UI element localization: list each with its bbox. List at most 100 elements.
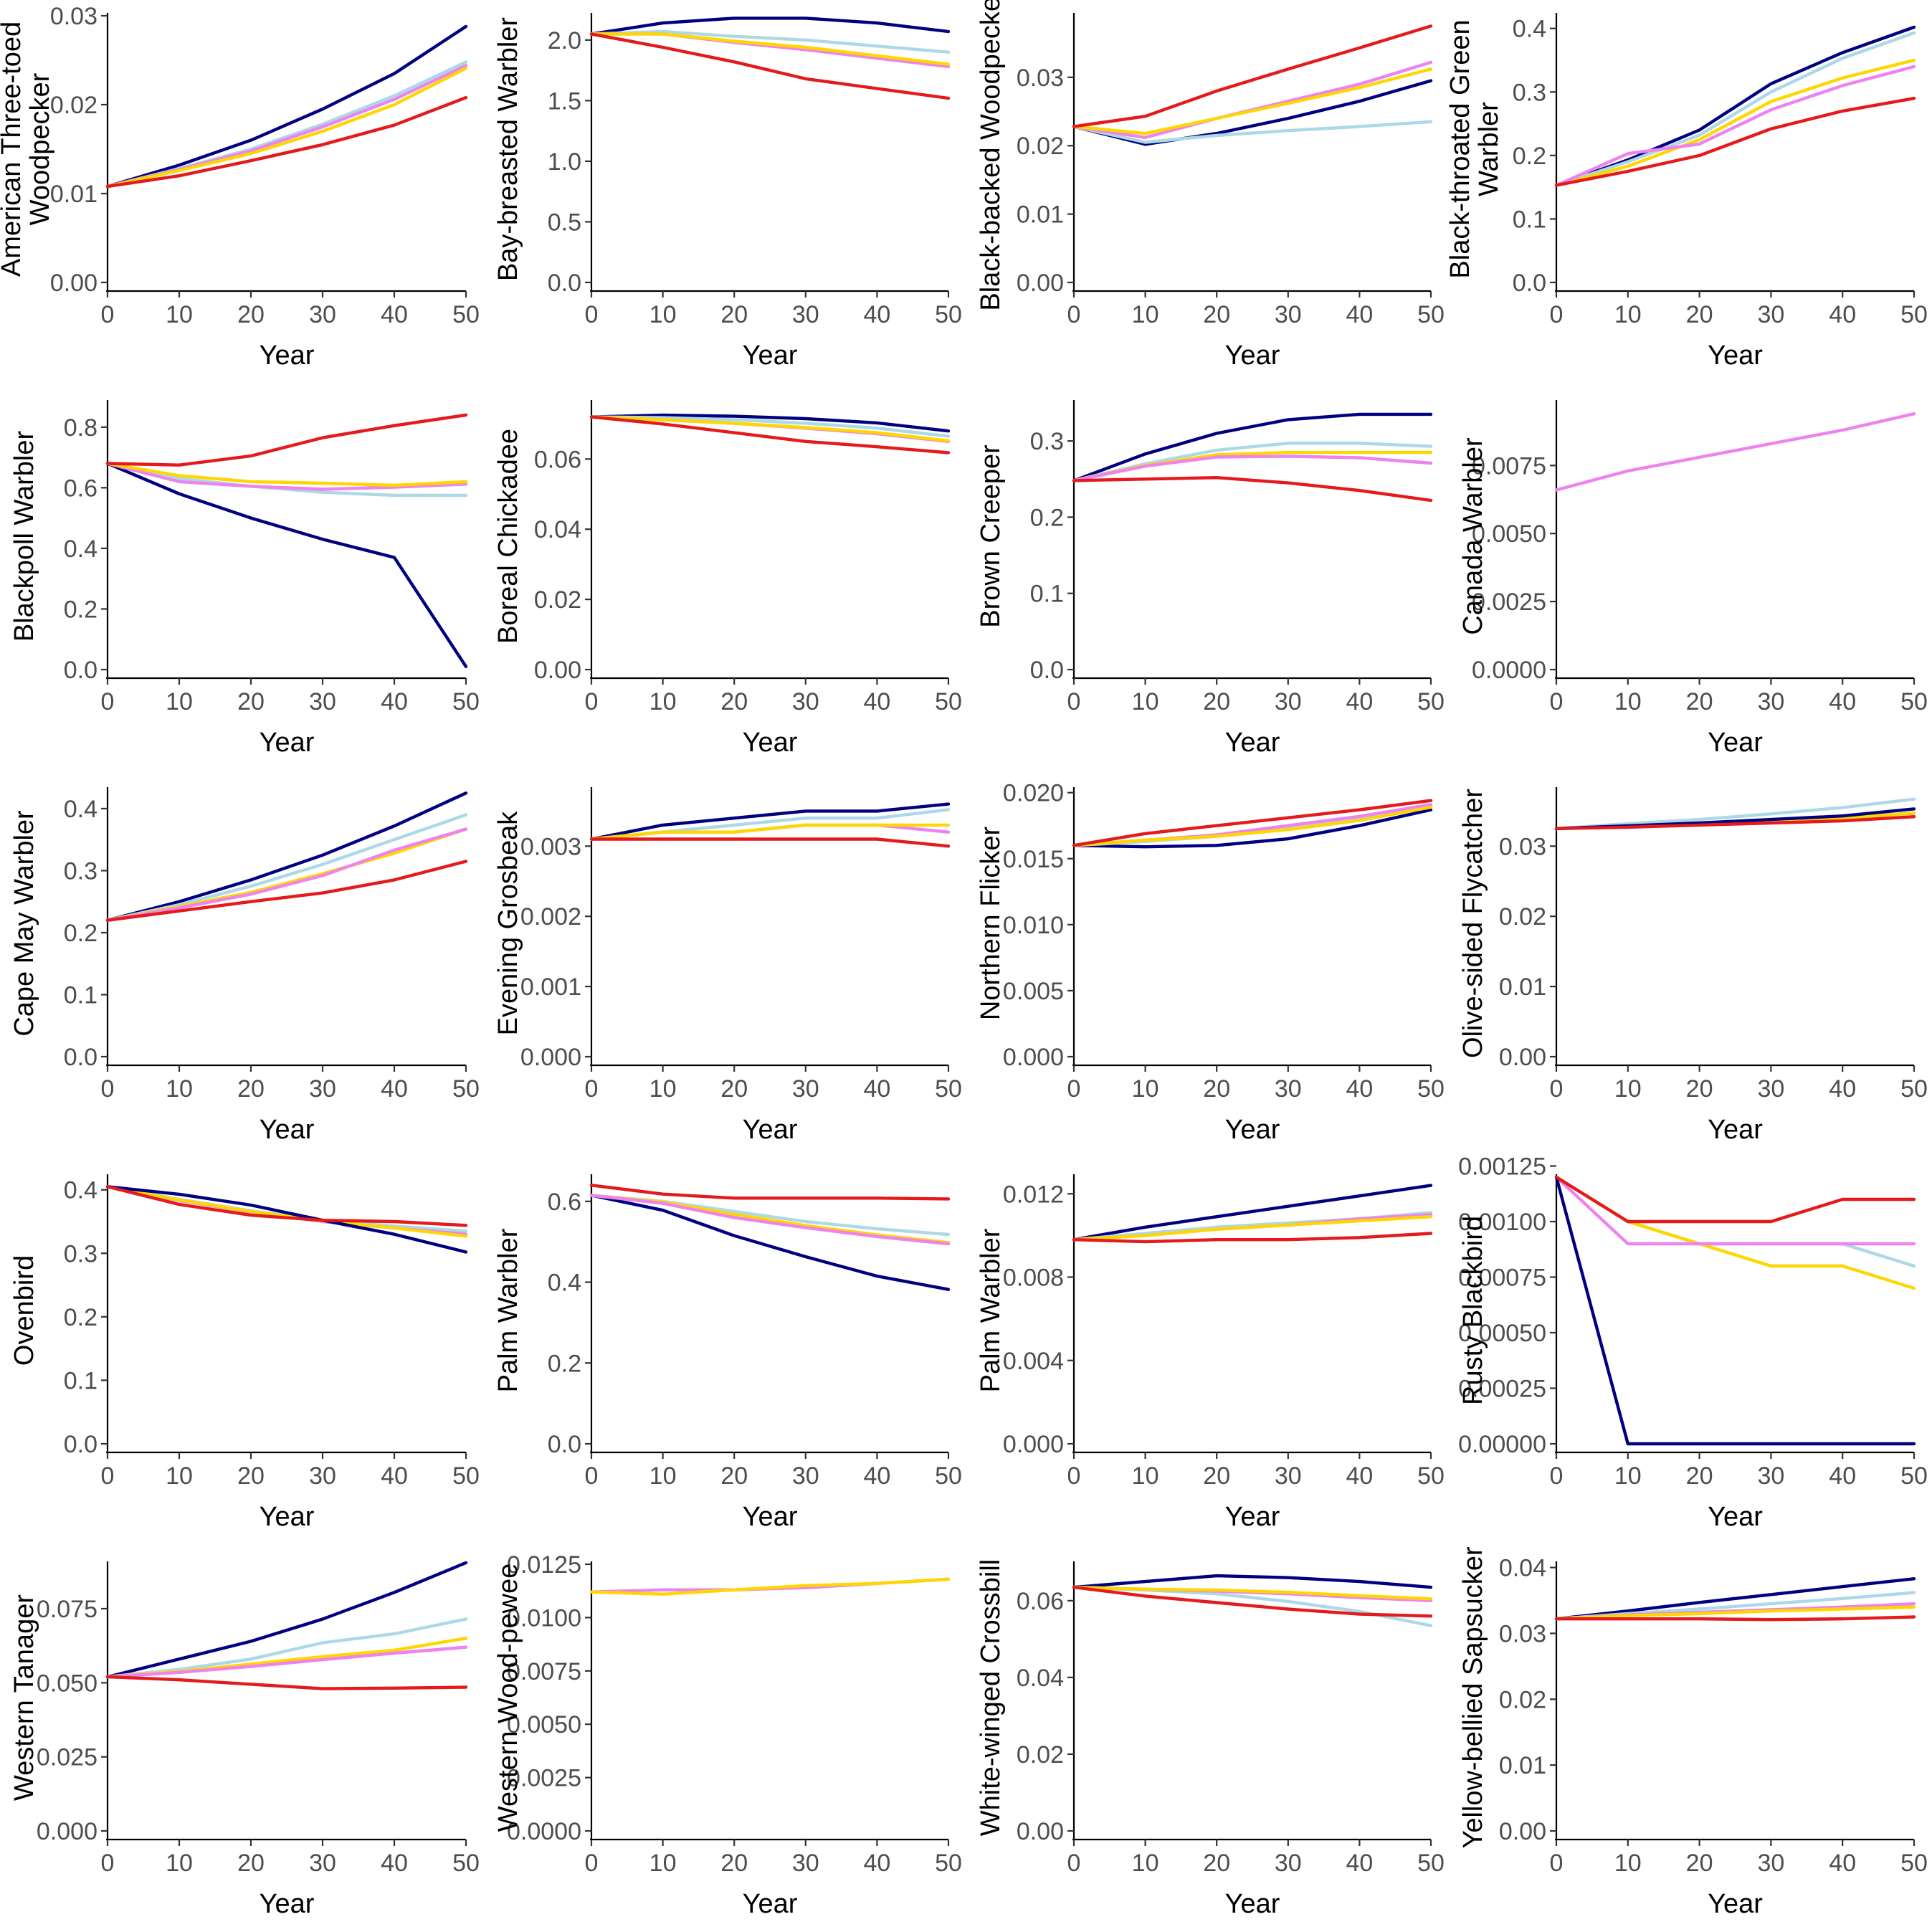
- series-line-s3: [1554, 1605, 1916, 1621]
- x-tick-label: 0: [101, 1075, 115, 1103]
- panel-7-brown-creeper: 0.0 0.1 0.2 0.3 0 10 20 30 40 50 Year Brown Creeper: [976, 400, 1445, 758]
- series-line-s5: [105, 1675, 468, 1690]
- x-tick-label: 40: [381, 1850, 408, 1877]
- series-line-s1: [1072, 79, 1433, 146]
- y-axis-title: Cape May Warbler: [9, 810, 39, 1037]
- x-tick-label: 40: [863, 301, 890, 328]
- x-axis-title: Year: [743, 728, 798, 758]
- panel-18-western-wood-pewee: 0.0000 0.0025 0.0050 0.0075 0.0100 0.0125 0 10 2…: [493, 1551, 962, 1919]
- y-tick-label: 0.003: [520, 833, 581, 860]
- x-tick-label: 30: [1757, 688, 1784, 715]
- y-tick-label: 0.0000: [1472, 657, 1546, 684]
- y-tick-label: 0.1: [1513, 206, 1546, 233]
- series-line-s5: [589, 1184, 951, 1201]
- y-axis-title: Western Tanager: [9, 1594, 39, 1801]
- y-tick-label: 1.5: [548, 87, 581, 115]
- series-line-s3: [589, 823, 951, 841]
- x-tick-label: 20: [237, 688, 265, 715]
- y-axis-title: Black-throated GreenWarbler: [1445, 19, 1504, 278]
- y-tick-label: 0.01: [50, 181, 97, 208]
- x-tick-label: 40: [1346, 1850, 1373, 1877]
- panel-13-ovenbird: 0.0 0.1 0.2 0.3 0.4 0 10 20 30 40 50 Year Ovenbird: [9, 1174, 480, 1532]
- x-tick-label: 20: [1686, 688, 1713, 715]
- panel-15-palm-warbler: 0.000 0.004 0.008 0.012 0 10 20 30 40 50 Year Palm …: [976, 1174, 1445, 1532]
- x-tick-label: 40: [1829, 1462, 1856, 1490]
- x-tick-label: 50: [1900, 1850, 1928, 1877]
- series-line-s5: [1554, 96, 1916, 187]
- series-line-s3: [1554, 58, 1916, 187]
- series-line-s5: [1554, 814, 1916, 831]
- series-line-s1: [589, 413, 951, 433]
- x-tick-label: 0: [585, 688, 599, 715]
- x-tick-label: 30: [1275, 1075, 1302, 1103]
- y-axis-title: Western Wood-pewee: [493, 1564, 523, 1832]
- y-tick-label: 0.1: [1030, 581, 1064, 608]
- x-tick-label: 10: [166, 1462, 193, 1490]
- x-tick-label: 50: [452, 301, 480, 328]
- y-axis-title-line: American Three-toed: [0, 22, 27, 277]
- y-tick-label: 0.000: [37, 1818, 97, 1845]
- x-tick-label: 10: [649, 1850, 677, 1877]
- x-tick-label: 10: [1132, 688, 1159, 715]
- x-tick-label: 40: [381, 688, 408, 715]
- series-line-s5: [1072, 1585, 1433, 1618]
- y-tick-label: 0.0: [64, 657, 97, 684]
- series-line-s2: [1072, 804, 1433, 847]
- y-axis-title: American Three-toedWoodpecker: [0, 22, 55, 277]
- x-tick-label: 50: [1417, 301, 1445, 328]
- x-tick-label: 0: [1067, 1462, 1081, 1490]
- y-tick-label: 0.4: [1513, 16, 1546, 43]
- x-tick-label: 30: [792, 301, 819, 328]
- x-tick-label: 20: [720, 1462, 748, 1490]
- panel-11-northern-flicker: 0.000 0.005 0.010 0.015 0.020 0 10 20 30 40 50 Year…: [976, 780, 1445, 1145]
- panel-9-cape-may-warbler: 0.0 0.1 0.2 0.3 0.4 0 10 20 30 40 50 Year Cape May W…: [9, 787, 480, 1145]
- y-tick-label: 0.01: [1017, 201, 1064, 229]
- panel-1-american-three-toed-woodpecker: 0.00 0.01 0.02 0.03 0 10 20 30 40 50 Year American …: [0, 3, 480, 371]
- x-axis-title: Year: [1225, 1889, 1280, 1919]
- y-tick-label: 0.3: [1513, 79, 1546, 106]
- series-line-s5: [1554, 1615, 1916, 1622]
- x-tick-label: 20: [1203, 301, 1230, 328]
- x-tick-label: 40: [863, 1850, 890, 1877]
- y-tick-label: 0.020: [1003, 780, 1064, 807]
- x-axis-title: Year: [260, 1115, 315, 1145]
- x-tick-label: 50: [935, 1850, 962, 1877]
- y-tick-label: 0.000: [1003, 1044, 1064, 1071]
- series-line-s4: [105, 462, 468, 491]
- y-tick-label: 0.6: [64, 475, 97, 502]
- x-tick-label: 50: [1900, 688, 1928, 715]
- series-line-s5: [105, 1185, 468, 1227]
- series-line-s3: [1072, 67, 1433, 135]
- series-line-s2: [589, 29, 951, 54]
- y-tick-label: 0.00025: [1458, 1376, 1546, 1403]
- y-tick-label: 0.00: [1499, 1818, 1546, 1845]
- y-axis-title: Rusty Blackbird: [1458, 1216, 1488, 1405]
- series-line-s2: [589, 415, 951, 438]
- panel-4-black-throated-green-warbler: 0.0 0.1 0.2 0.3 0.4 0 10 20 30 40 50 Year Black-thro…: [1445, 13, 1928, 371]
- x-tick-label: 0: [1550, 688, 1564, 715]
- x-tick-label: 10: [649, 1462, 677, 1490]
- x-tick-label: 10: [166, 1075, 193, 1103]
- panel-2-bay-breasted-warbler: 0.0 0.5 1.0 1.5 2.0 0 10 20 30 40 50 Year Bay-breast…: [493, 13, 962, 371]
- x-tick-label: 50: [935, 301, 962, 328]
- series-line-s1: [105, 1561, 468, 1679]
- series-line-s3: [1072, 1214, 1433, 1242]
- y-tick-label: 0.1: [64, 1367, 97, 1394]
- y-tick-label: 0.2: [548, 1350, 581, 1377]
- series-line-s1: [105, 1185, 468, 1254]
- x-tick-label: 40: [1346, 1075, 1373, 1103]
- panel-3-black-backed-woodpecker: 0.00 0.01 0.02 0.03 0 10 20 30 40 50 Year Black-bac…: [976, 0, 1445, 371]
- y-tick-label: 0.004: [1003, 1348, 1064, 1375]
- x-tick-label: 20: [720, 1850, 748, 1877]
- x-tick-label: 30: [309, 1850, 336, 1877]
- x-tick-label: 30: [1757, 1075, 1784, 1103]
- series-line-s4: [589, 1194, 951, 1246]
- x-tick-label: 10: [1132, 1462, 1159, 1490]
- series-line-s3: [1072, 1585, 1433, 1601]
- x-tick-label: 20: [237, 1075, 265, 1103]
- x-tick-label: 50: [1417, 688, 1445, 715]
- x-tick-label: 50: [1417, 1850, 1445, 1877]
- series-line-s4: [1554, 65, 1916, 187]
- y-tick-label: 0.00: [1017, 1818, 1064, 1845]
- x-tick-label: 50: [935, 1075, 962, 1103]
